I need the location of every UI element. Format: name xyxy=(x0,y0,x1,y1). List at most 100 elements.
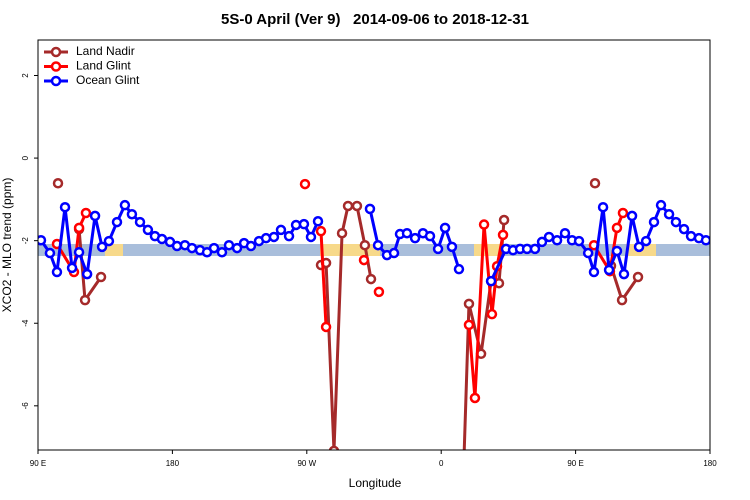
x-tick-label: 180 xyxy=(166,459,180,468)
data-point xyxy=(700,235,710,246)
data-point xyxy=(81,268,93,280)
data-point xyxy=(283,230,295,242)
data-point xyxy=(96,241,108,253)
data-point xyxy=(632,271,644,283)
data-point xyxy=(618,268,630,280)
data-point xyxy=(134,216,146,228)
data-point xyxy=(111,216,123,228)
data-point xyxy=(328,445,340,450)
data-point xyxy=(589,178,601,189)
y-tick-label: -2 xyxy=(21,237,30,245)
data-point xyxy=(44,247,56,259)
data-point xyxy=(38,235,47,246)
plot-area xyxy=(38,178,710,450)
legend-marker xyxy=(50,75,62,87)
data-point xyxy=(51,266,63,278)
data-point xyxy=(478,219,490,230)
y-tick-label: 0 xyxy=(21,155,30,160)
data-point xyxy=(59,201,71,213)
x-tick-label: 0 xyxy=(439,459,444,468)
data-point xyxy=(616,294,628,306)
data-point xyxy=(432,243,444,255)
data-point xyxy=(119,199,131,211)
legend-label: Land Nadir xyxy=(76,44,135,58)
chart-title: 5S-0 April (Ver 9) 2014-09-06 to 2018-12… xyxy=(221,11,529,28)
data-point xyxy=(678,223,690,235)
data-point xyxy=(260,232,272,244)
data-point xyxy=(312,216,324,227)
y-axis-label: XCO2 - MLO trend (ppm) xyxy=(0,178,14,313)
data-point xyxy=(142,224,154,236)
data-point xyxy=(66,262,78,274)
data-point xyxy=(424,230,436,242)
legend-label: Ocean Glint xyxy=(76,73,140,87)
data-point xyxy=(299,178,311,190)
data-point xyxy=(469,392,481,404)
data-point xyxy=(453,263,465,275)
highlight-band xyxy=(105,244,123,256)
data-point xyxy=(358,254,370,266)
series-line xyxy=(462,219,506,450)
data-point xyxy=(245,240,257,252)
series-line xyxy=(319,231,328,328)
data-point xyxy=(655,199,667,211)
plot-frame xyxy=(37,39,711,451)
highlight-band xyxy=(474,244,502,256)
data-point xyxy=(364,203,376,215)
data-point xyxy=(573,235,585,247)
data-point xyxy=(551,235,563,246)
data-point xyxy=(529,243,541,255)
data-point xyxy=(89,210,101,222)
data-point xyxy=(73,246,85,258)
legend-marker xyxy=(50,61,62,72)
data-point xyxy=(359,239,371,251)
data-point xyxy=(372,239,384,251)
data-point xyxy=(305,231,317,243)
data-point xyxy=(439,222,451,234)
data-point xyxy=(582,247,594,259)
highlight-band xyxy=(320,244,380,256)
data-point xyxy=(126,208,138,220)
data-point xyxy=(186,242,198,254)
data-point xyxy=(365,273,377,285)
data-point xyxy=(446,241,458,253)
data-point xyxy=(498,214,510,226)
data-point xyxy=(268,231,280,243)
series-line xyxy=(467,224,505,399)
data-point xyxy=(463,298,475,310)
data-point xyxy=(611,245,623,257)
data-point xyxy=(156,233,168,245)
data-point xyxy=(486,308,498,320)
data-point xyxy=(103,235,115,247)
x-tick-label: 90 E xyxy=(30,459,46,468)
data-point xyxy=(80,207,92,219)
data-point xyxy=(336,227,348,239)
data-point xyxy=(298,218,310,230)
data-point xyxy=(79,294,91,306)
legend-marker xyxy=(50,46,62,58)
data-point xyxy=(663,208,675,220)
data-point xyxy=(597,201,609,213)
x-tick-label: 180 xyxy=(703,459,717,468)
x-tick-label: 90 W xyxy=(297,459,316,468)
data-point xyxy=(95,271,107,283)
data-point xyxy=(315,225,327,237)
data-point xyxy=(409,232,421,244)
data-point xyxy=(231,242,243,254)
series-line xyxy=(320,204,373,450)
data-point xyxy=(626,210,638,222)
data-point xyxy=(648,216,660,228)
data-point xyxy=(388,247,400,259)
x-axis-label: Longitude xyxy=(349,476,402,490)
data-point xyxy=(640,235,652,247)
data-point xyxy=(497,229,509,241)
data-point xyxy=(373,286,385,298)
y-tick-label: -6 xyxy=(21,402,30,410)
data-point xyxy=(603,264,615,276)
data-point xyxy=(216,246,228,258)
data-point xyxy=(320,321,332,333)
data-point xyxy=(633,241,645,253)
data-point xyxy=(543,231,555,243)
